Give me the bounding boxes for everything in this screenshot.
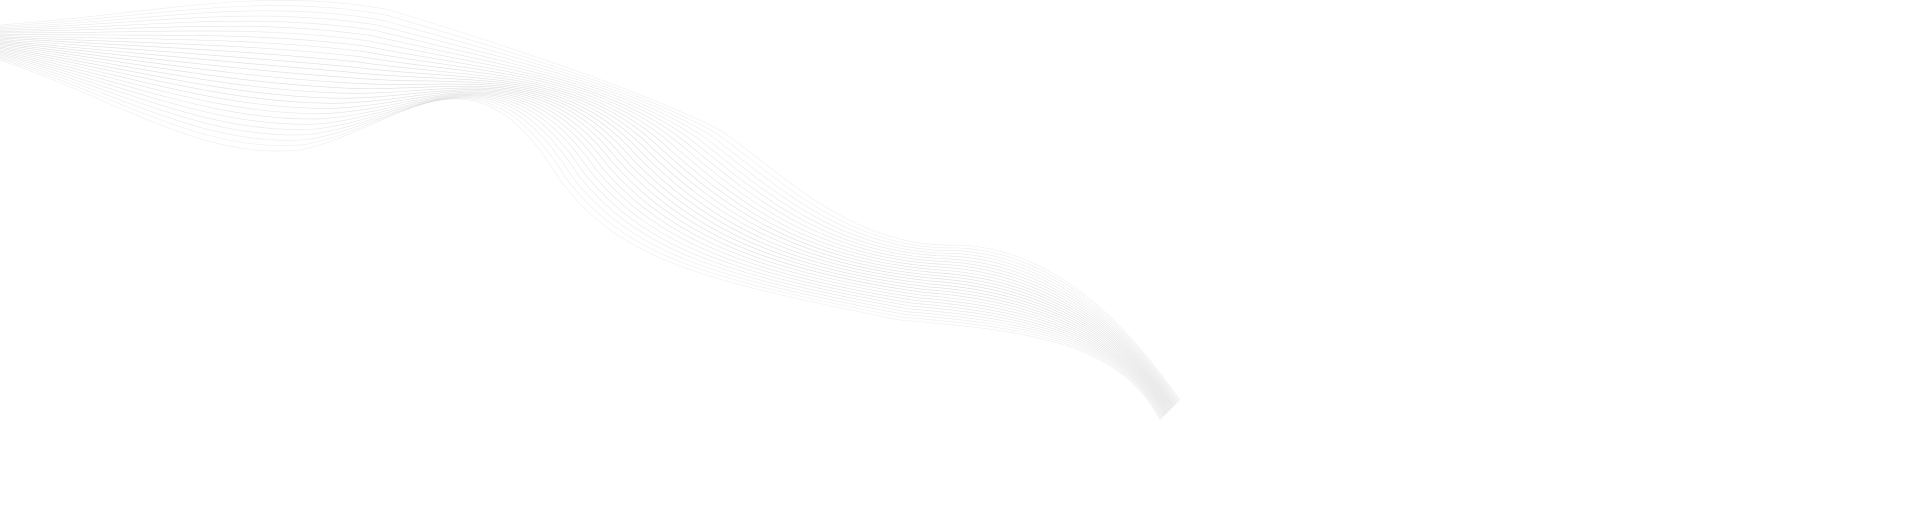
wave-line <box>0 58 1162 420</box>
wave-line <box>0 51 1165 416</box>
wave-line <box>0 45 1169 413</box>
wave-line <box>0 35 1175 407</box>
wave-line <box>0 44 1170 412</box>
wave-line <box>0 20 1178 404</box>
wave-line <box>0 37 1173 408</box>
wave-line <box>0 54 1164 418</box>
wave-line <box>0 40 1172 410</box>
wave-line <box>0 0 1181 401</box>
wave-line <box>0 25 1177 404</box>
wave-line <box>0 48 1167 414</box>
wave-line <box>0 53 1164 417</box>
wave-line <box>0 59 1161 421</box>
wave-line <box>0 50 1166 415</box>
wave-line <box>0 41 1171 410</box>
wave-line <box>0 57 1162 419</box>
wave-line <box>0 15 1179 403</box>
wave-line <box>0 30 1176 405</box>
wave-line <box>0 49 1167 415</box>
wave-line <box>0 42 1170 411</box>
wave-line <box>0 36 1174 407</box>
wave-line <box>0 55 1163 418</box>
wave-line <box>0 46 1168 413</box>
wave-line <box>0 10 1179 402</box>
wave-line <box>0 38 1173 409</box>
wave-line <box>0 33 1176 406</box>
wave-line <box>0 5 1180 401</box>
